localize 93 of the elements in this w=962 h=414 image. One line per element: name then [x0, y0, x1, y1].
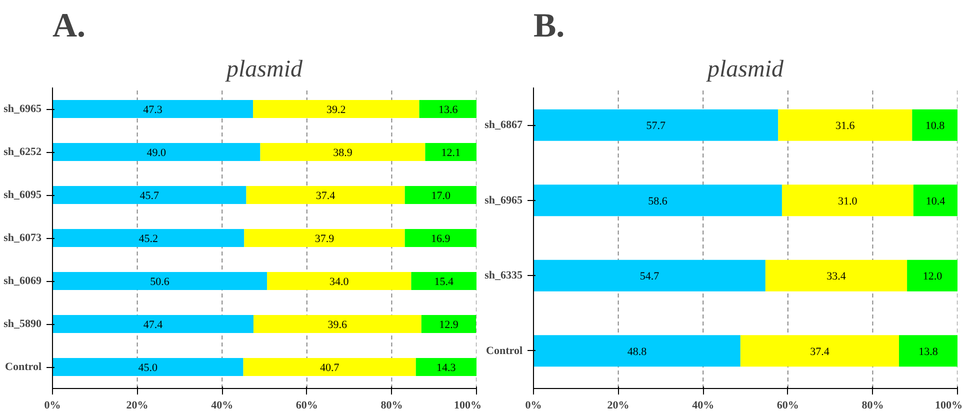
bar — [534, 184, 782, 216]
bar — [52, 358, 244, 376]
bar — [907, 260, 958, 292]
data-label: 58.6 — [648, 195, 668, 208]
y-tick-label: Control — [5, 361, 42, 373]
bar — [416, 358, 476, 376]
data-label: 47.4 — [143, 319, 164, 331]
x-tick-label: 100% — [454, 400, 482, 412]
data-label: 16.9 — [431, 233, 451, 245]
x-tick-label: 0% — [44, 400, 61, 412]
data-label: 38.9 — [333, 147, 353, 159]
bar — [52, 314, 254, 334]
bar — [404, 186, 476, 204]
bar — [253, 100, 420, 118]
data-label: 40.7 — [320, 362, 340, 374]
x-tick-label: 20% — [126, 400, 148, 412]
y-tick-label: sh_6252 — [4, 146, 42, 158]
data-label: 12.1 — [441, 147, 460, 159]
bar — [425, 142, 476, 162]
data-label: 13.8 — [918, 346, 938, 358]
data-label: 14.3 — [436, 362, 456, 374]
bar — [912, 109, 958, 141]
chart-subtitle: plasmid — [224, 56, 304, 82]
bar — [534, 109, 778, 141]
y-tick-label: sh_6965 — [4, 103, 42, 115]
data-label: 49.0 — [146, 147, 167, 159]
bar — [243, 358, 416, 376]
bar — [267, 272, 412, 290]
bar — [404, 228, 476, 248]
y-tick-label: sh_5890 — [4, 318, 42, 330]
chart-subtitle: plasmid — [705, 56, 785, 82]
y-tick-label: sh_6867 — [484, 119, 523, 132]
data-label: 39.6 — [328, 319, 348, 331]
data-label: 37.4 — [810, 346, 830, 358]
bar — [765, 260, 908, 292]
bar — [52, 186, 246, 204]
data-label: 12.9 — [439, 319, 459, 331]
bar — [253, 314, 422, 334]
bar — [898, 335, 958, 367]
bar — [411, 272, 476, 290]
y-tick-label: sh_6073 — [4, 232, 42, 244]
x-tick-label: 80% — [862, 400, 884, 412]
data-label: 15.4 — [434, 276, 454, 288]
data-label: 10.8 — [925, 120, 946, 132]
x-tick-label: 80% — [380, 400, 403, 412]
data-label: 54.7 — [640, 270, 660, 283]
bar — [419, 100, 476, 118]
data-label: 10.4 — [926, 195, 946, 208]
bar — [52, 272, 268, 290]
x-tick-label: 0% — [525, 400, 542, 412]
data-label: 13.6 — [438, 104, 458, 116]
y-tick-label: Control — [486, 344, 523, 357]
data-label: 57.7 — [646, 120, 666, 132]
x-tick-label: 60% — [296, 400, 318, 412]
data-label: 45.0 — [138, 362, 158, 374]
chart-title: A. — [52, 8, 86, 44]
y-tick-label: sh_6965 — [484, 194, 523, 206]
data-label: 17.0 — [431, 190, 452, 202]
data-label: 50.6 — [150, 276, 170, 288]
bar — [52, 228, 244, 248]
x-tick-label: 40% — [211, 400, 234, 412]
data-label: 37.4 — [316, 190, 336, 202]
x-tick-label: 100% — [935, 400, 962, 412]
x-tick-label: 60% — [776, 400, 799, 412]
data-label: 31.0 — [838, 195, 858, 208]
y-tick-label: sh_6069 — [4, 275, 42, 287]
data-label: 45.7 — [140, 190, 160, 202]
bar — [421, 314, 476, 334]
bar — [782, 184, 914, 216]
data-label: 45.2 — [138, 233, 158, 245]
data-label: 33.4 — [826, 270, 846, 283]
bar — [913, 184, 958, 216]
data-label: 48.8 — [627, 346, 648, 358]
bar — [534, 335, 740, 367]
y-tick-label: sh_6095 — [4, 189, 42, 201]
bar — [246, 186, 405, 204]
data-label: 39.2 — [326, 104, 346, 116]
data-label: 37.9 — [314, 233, 335, 245]
x-tick-label: 40% — [692, 400, 714, 412]
bar — [52, 142, 260, 162]
data-label: 12.0 — [922, 270, 943, 283]
data-label: 34.0 — [330, 276, 350, 288]
bar — [260, 142, 426, 162]
chart-title: B. — [534, 8, 565, 44]
bar — [740, 335, 899, 367]
bar — [52, 100, 254, 118]
y-tick-label: sh_6335 — [484, 270, 523, 282]
bar — [778, 109, 912, 141]
data-label: 47.3 — [143, 104, 163, 116]
data-label: 31.6 — [836, 120, 856, 132]
bar — [534, 260, 766, 292]
x-tick-label: 20% — [607, 400, 630, 412]
bar — [244, 228, 405, 248]
